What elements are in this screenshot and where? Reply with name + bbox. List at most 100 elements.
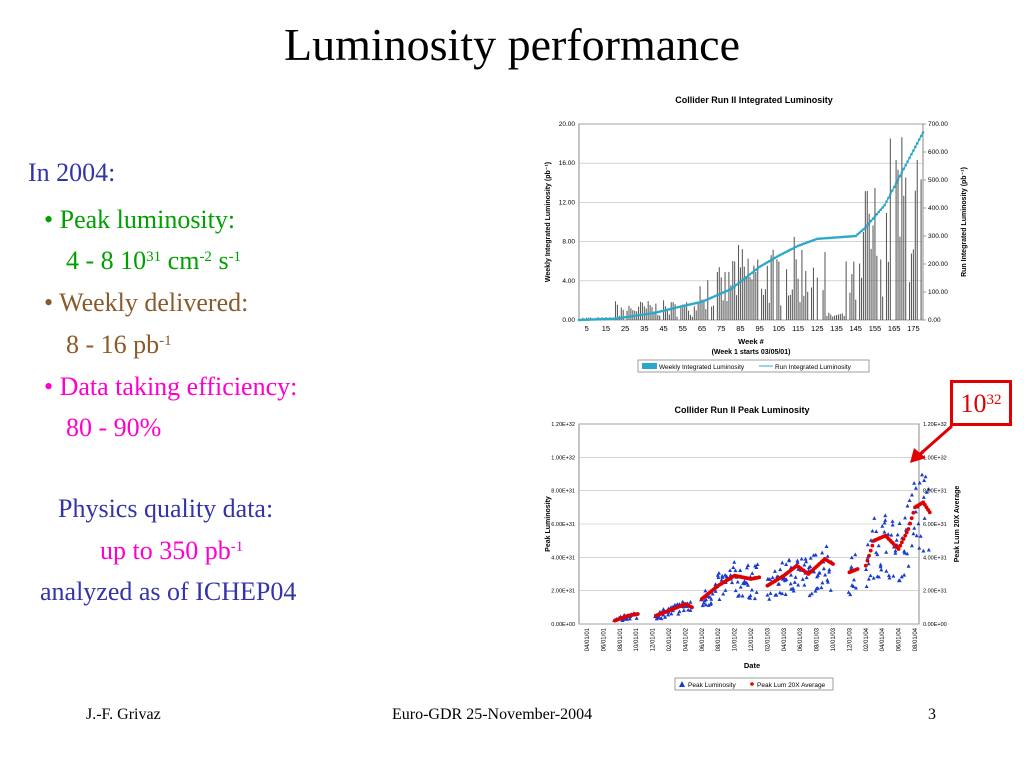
- chart1-cumulative-point: [829, 236, 833, 240]
- chart2-xtick: 08/01/04: [913, 627, 919, 651]
- chart1-cumulative-point: [756, 266, 760, 270]
- chart1-bar: [841, 313, 843, 320]
- chart1-cumulative-point: [837, 235, 840, 239]
- chart2-peak-point: [782, 575, 787, 580]
- chart1-cumulative-point: [596, 317, 600, 321]
- chart1-cumulative-point: [637, 313, 640, 317]
- chart2-average-point: [908, 521, 912, 526]
- chart2-average-point: [635, 612, 640, 616]
- chart2-average-point: [831, 562, 835, 566]
- chart2-peak-point: [710, 591, 715, 596]
- chart1-bar: [686, 302, 688, 320]
- chart1-bar: [899, 236, 901, 320]
- chart2-average-point: [911, 510, 916, 515]
- chart1-xtick: 95: [755, 324, 763, 333]
- chart2-peak-point: [911, 531, 916, 536]
- chart2-average-point: [899, 540, 904, 545]
- chart1-cumulative-point: [898, 174, 902, 178]
- chart1-bar: [691, 316, 693, 320]
- chart2-peak-point: [732, 560, 737, 564]
- chart2-ytick: 1.20E+32: [551, 422, 575, 428]
- chart2-peak-point: [913, 486, 918, 490]
- chart2-peak-point: [789, 572, 794, 577]
- bullet-weekly-label: • Weekly delivered:: [44, 288, 249, 317]
- chart1-cumulative-point: [650, 311, 654, 315]
- chart1-bar: [626, 310, 628, 320]
- chart1-bar: [757, 259, 759, 320]
- chart2-average-point: [870, 543, 875, 548]
- chart1-cumulative-point: [917, 138, 921, 141]
- chart1-bar: [876, 255, 878, 320]
- chart1-bar: [639, 301, 642, 320]
- chart2-peak-point: [870, 528, 875, 533]
- chart1-bar: [822, 290, 824, 320]
- chart2-peak-point: [792, 580, 797, 584]
- chart2-peak-point: [800, 577, 805, 581]
- chart2-y2label: Peak Lum 20X Average: [954, 486, 961, 563]
- chart2-peak-point: [876, 574, 881, 579]
- chart1-cumulative-point: [775, 255, 779, 259]
- chart1-bar: [824, 252, 826, 320]
- chart2-peak-point: [735, 579, 740, 584]
- chart2-peak-point: [827, 567, 832, 572]
- chart1-cumulative-point: [781, 252, 785, 255]
- chart2-peak-point: [703, 597, 708, 602]
- chart1-cumulative-point: [816, 237, 819, 241]
- chart1-bar: [711, 306, 713, 320]
- chart1-bar: [745, 276, 747, 320]
- chart2-xtick: 10/01/03: [831, 627, 837, 651]
- chart1-cumulative-point: [733, 284, 736, 288]
- chart1-cumulative-point: [854, 234, 858, 238]
- chart1-legend-weekly: Weekly Integrated Luminosity: [659, 364, 745, 371]
- chart2-peak-point: [787, 558, 792, 563]
- chart2-peak-point: [912, 481, 917, 485]
- chart1-xtick: 25: [621, 324, 629, 333]
- chart1-bar: [799, 302, 801, 320]
- chart2-peak-point: [750, 571, 755, 575]
- chart1-bar: [830, 314, 832, 320]
- chart2-peak-point: [878, 562, 883, 567]
- chart1-y2tick: 200.00: [928, 261, 948, 268]
- chart2-peak-point: [793, 575, 798, 579]
- chart1-xtick: 135: [830, 324, 843, 333]
- chart1-bar: [747, 258, 749, 320]
- chart1-cumulative-point: [771, 257, 775, 261]
- chart1-bar: [766, 265, 768, 320]
- chart2-peak-point: [802, 562, 807, 567]
- chart2-peak-point: [783, 592, 788, 596]
- chart2-peak-point: [848, 592, 853, 597]
- chart2-peak-point: [902, 572, 907, 577]
- chart2-peak-point: [768, 591, 773, 595]
- chart2-peak-point: [926, 487, 931, 491]
- chart1-bar: [780, 305, 782, 320]
- chart1-cumulative-point: [612, 317, 615, 320]
- chart2-peak-point: [780, 560, 785, 565]
- chart1-cumulative-point: [631, 314, 635, 318]
- chart1-xtick: 175: [907, 324, 920, 333]
- chart2-peak-point: [917, 480, 922, 485]
- chart1-bar: [851, 274, 853, 320]
- chart2-peak-point: [825, 554, 830, 558]
- chart1-bar: [724, 272, 726, 320]
- chart2-peak-point: [680, 599, 685, 604]
- chart1-cumulative-point: [777, 254, 781, 257]
- chart2-title: Collider Run II Peak Luminosity: [674, 405, 809, 415]
- chart2-peak-point: [740, 593, 745, 598]
- chart2-ytick: 1.00E+32: [551, 455, 575, 461]
- chart2-y2tick: 0.00E+00: [923, 622, 947, 628]
- chart1-bar: [795, 259, 797, 320]
- chart2-average-point: [757, 575, 762, 580]
- chart1-cumulative-point: [877, 210, 881, 214]
- chart1-bar: [887, 261, 889, 320]
- chart1-bar: [668, 314, 670, 320]
- chart1-cumulative-point: [833, 236, 836, 239]
- chart2-peak-point: [815, 573, 820, 577]
- chart2-xtick: 12/01/01: [651, 627, 657, 651]
- chart1-cumulative-point: [856, 233, 859, 236]
- chart1-cumulative-point: [902, 167, 906, 171]
- chart1-cumulative-point: [915, 142, 919, 145]
- chart2-xtick: 06/01/01: [601, 627, 607, 651]
- chart2-xtick: 12/01/03: [847, 627, 853, 651]
- chart1-cumulative-point: [858, 231, 861, 234]
- chart2-peak-point: [923, 474, 928, 479]
